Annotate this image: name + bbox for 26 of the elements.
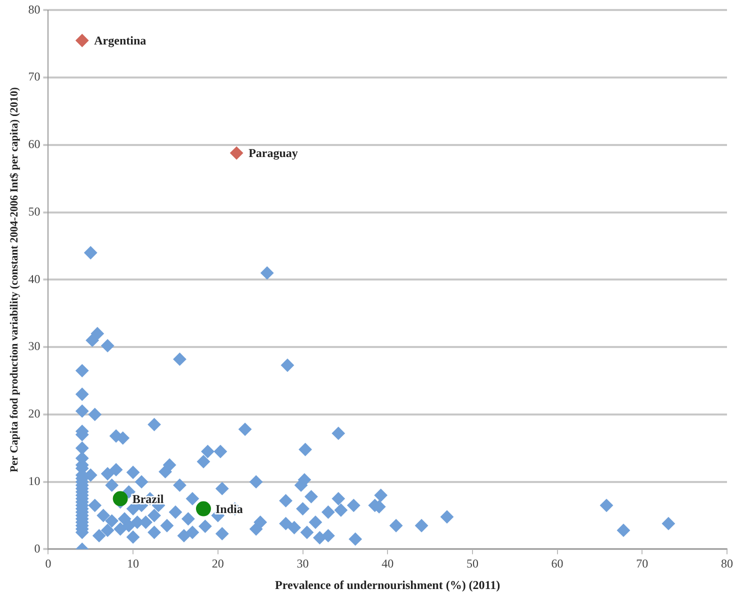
point: [196, 501, 211, 516]
y-tick-label: 80: [28, 2, 40, 16]
x-tick-label: 30: [296, 556, 309, 571]
x-tick-label: 80: [721, 556, 733, 571]
y-tick-label: 70: [28, 70, 40, 84]
y-tick-label: 10: [28, 474, 40, 488]
x-tick-label: 0: [45, 556, 52, 571]
annotation: Paraguay: [248, 146, 298, 160]
point: [230, 146, 244, 160]
point: [76, 34, 89, 48]
y-tick-label: 50: [28, 204, 40, 218]
y-tick-label: 60: [28, 137, 40, 152]
y-tick-label: 0: [34, 541, 40, 556]
y-tick-label: 30: [28, 339, 40, 354]
x-tick-label: 70: [636, 556, 648, 571]
y-tick-label: 40: [28, 272, 40, 286]
x-tick-label: 10: [127, 556, 140, 571]
point: [112, 491, 128, 506]
x-tick-label: 50: [466, 556, 478, 571]
x-axis-title: Prevalence of undernourishment (%) (2011): [275, 578, 500, 592]
y-tick-label: 20: [28, 406, 40, 421]
x-tick-label: 40: [382, 556, 394, 571]
x-tick-label: 60: [551, 556, 564, 571]
annotation: Argentina: [94, 34, 146, 48]
y-axis-title: Per Capita food production variability (constant 2004-2006 Int$ per capita) (2010): [8, 86, 20, 472]
x-tick-label: 20: [212, 556, 224, 571]
